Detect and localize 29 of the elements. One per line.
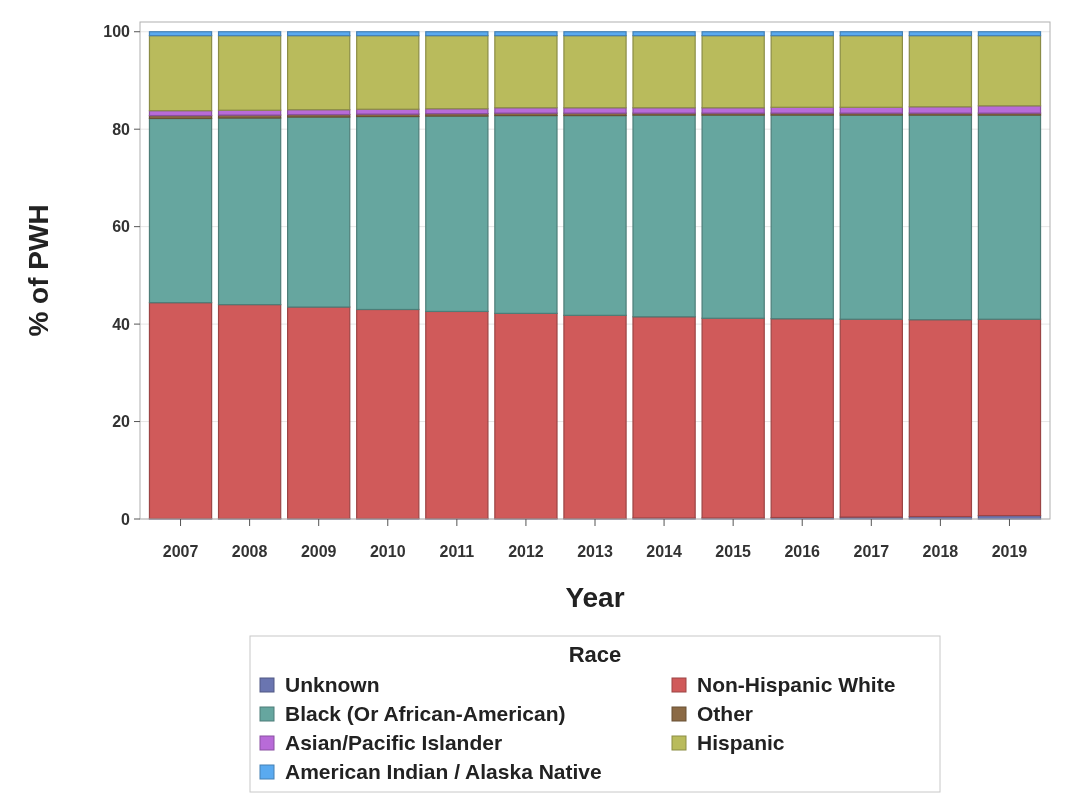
y-tick-label: 80 [112,120,131,138]
y-tick-label: 60 [112,218,131,236]
legend-label: Non-Hispanic White [697,673,896,697]
legend-label: American Indian / Alaska Native [285,760,602,784]
x-tick-label: 2016 [784,543,821,560]
y-tick-label: 20 [112,413,131,431]
x-tick-label: 2018 [922,543,959,560]
y-tick-label: 100 [103,23,131,41]
legend-label: Hispanic [697,731,785,755]
y-tick-label: 0 [121,510,131,528]
legend-label: Unknown [285,673,380,697]
legend-title: Race [568,642,622,667]
y-axis-title: % of PWH [23,204,54,337]
x-tick-label: 2017 [853,543,890,560]
x-tick-label: 2007 [162,543,199,560]
legend-label: Other [697,702,754,726]
x-tick-label: 2019 [991,543,1028,560]
x-tick-label: 2015 [715,543,752,560]
y-tick-label: 40 [112,315,131,333]
legend-label: Asian/Pacific Islander [285,731,503,755]
x-tick-label: 2011 [439,543,475,560]
x-tick-label: 2008 [231,543,268,560]
x-tick-label: 2014 [646,543,682,560]
x-axis-title: Year [565,582,625,613]
x-tick-label: 2012 [508,543,544,560]
x-tick-label: 2013 [577,543,613,560]
legend-label: Black (Or African-American) [285,702,566,726]
x-tick-label: 2009 [300,543,337,560]
x-tick-label: 2010 [369,543,406,560]
